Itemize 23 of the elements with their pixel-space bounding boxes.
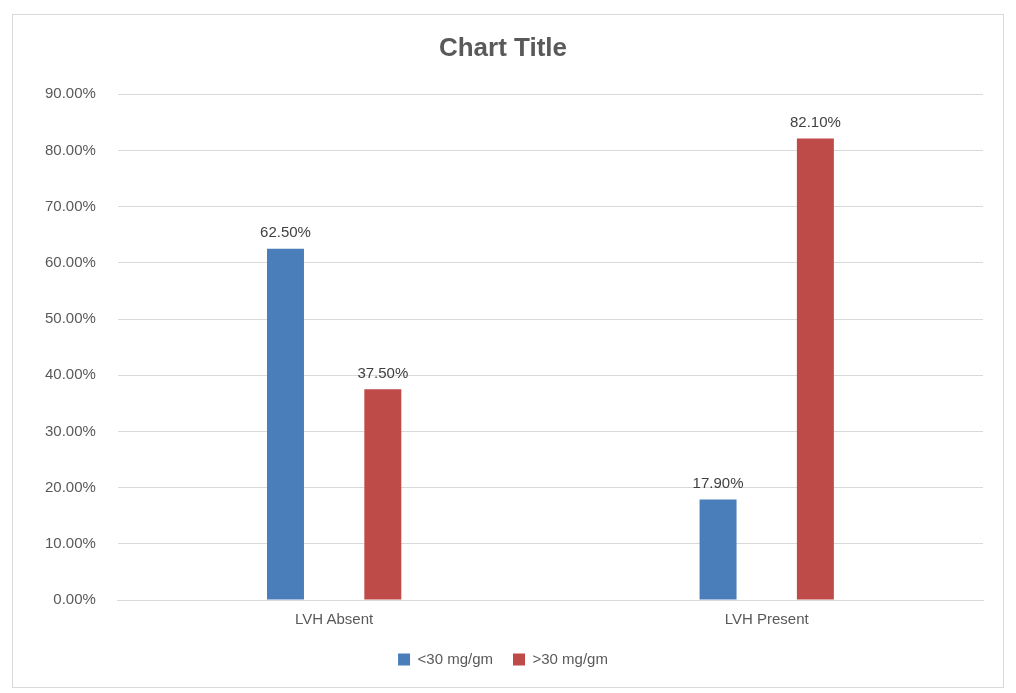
x-tick-label: LVH Absent: [295, 610, 375, 628]
data-label: 82.10%: [789, 113, 841, 131]
bar: [364, 389, 402, 600]
y-tick-label: 60.00%: [45, 252, 96, 270]
bar: [267, 248, 304, 600]
y-tick-label: 30.00%: [45, 421, 96, 439]
chart-title: Chart Title: [438, 31, 568, 62]
data-label: 37.50%: [357, 363, 409, 381]
y-tick-label: 70.00%: [45, 196, 96, 214]
y-tick-label: 20.00%: [45, 477, 96, 495]
data-label: 17.90%: [692, 474, 744, 492]
y-tick-label: 40.00%: [45, 365, 96, 383]
data-label: 62.50%: [260, 223, 311, 241]
y-tick-label: 0.00%: [53, 590, 96, 608]
y-tick-label: 90.00%: [45, 84, 96, 102]
y-tick-label: 10.00%: [45, 533, 96, 551]
y-tick-label: 80.00%: [45, 140, 96, 158]
legend-label: >30 mg/gm: [532, 649, 608, 667]
y-tick-label: 50.00%: [45, 309, 96, 327]
bar: [699, 499, 737, 600]
bar: [796, 138, 834, 600]
x-tick-label: LVH Present: [724, 610, 810, 628]
legend-label: <30 mg/gm: [417, 649, 494, 667]
